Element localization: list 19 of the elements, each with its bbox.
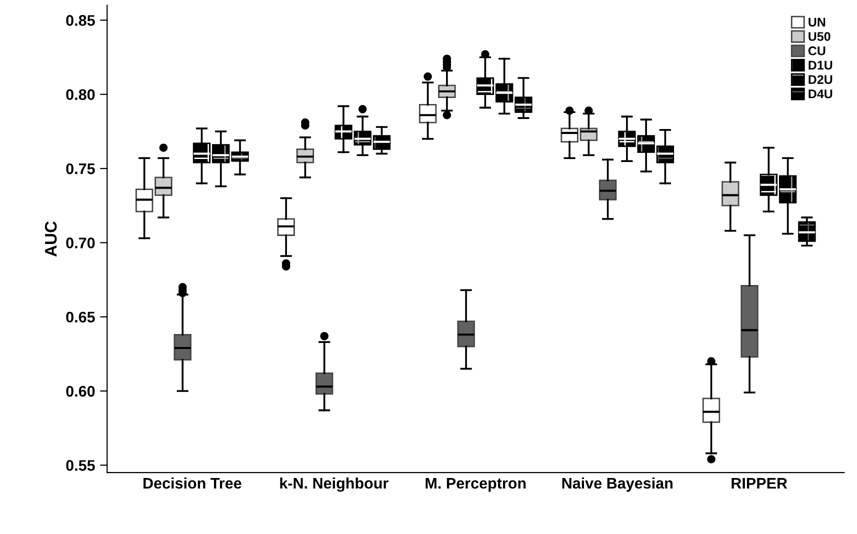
legend-label: D1U	[808, 60, 832, 70]
y-tick-label: 0.65	[66, 312, 95, 323]
y-tick-label: 0.85	[66, 15, 95, 26]
legend-label: UN	[808, 18, 826, 27]
x-tick-label: RIPPER	[732, 478, 788, 489]
y-tick-label: 0.60	[66, 386, 95, 397]
y-tick-label: 0.70	[66, 238, 95, 248]
x-tick-label: Decision Tree	[144, 477, 242, 489]
y-tick-label: 0.75	[66, 163, 95, 174]
x-tick-label: k-N. Neighbour	[280, 477, 388, 492]
y-tick-label: 0.55	[66, 460, 95, 471]
y-axis-title: AUC	[44, 221, 57, 257]
legend-label: D2U	[808, 75, 832, 84]
x-tick-label: M. Perceptron	[426, 478, 526, 492]
legend-label: D4U	[808, 90, 832, 98]
legend-label: CU	[808, 46, 826, 56]
y-tick-label: 0.80	[66, 89, 95, 100]
legend-label: U50	[808, 32, 830, 41]
x-tick-label: Naive Bayesian	[562, 477, 672, 492]
